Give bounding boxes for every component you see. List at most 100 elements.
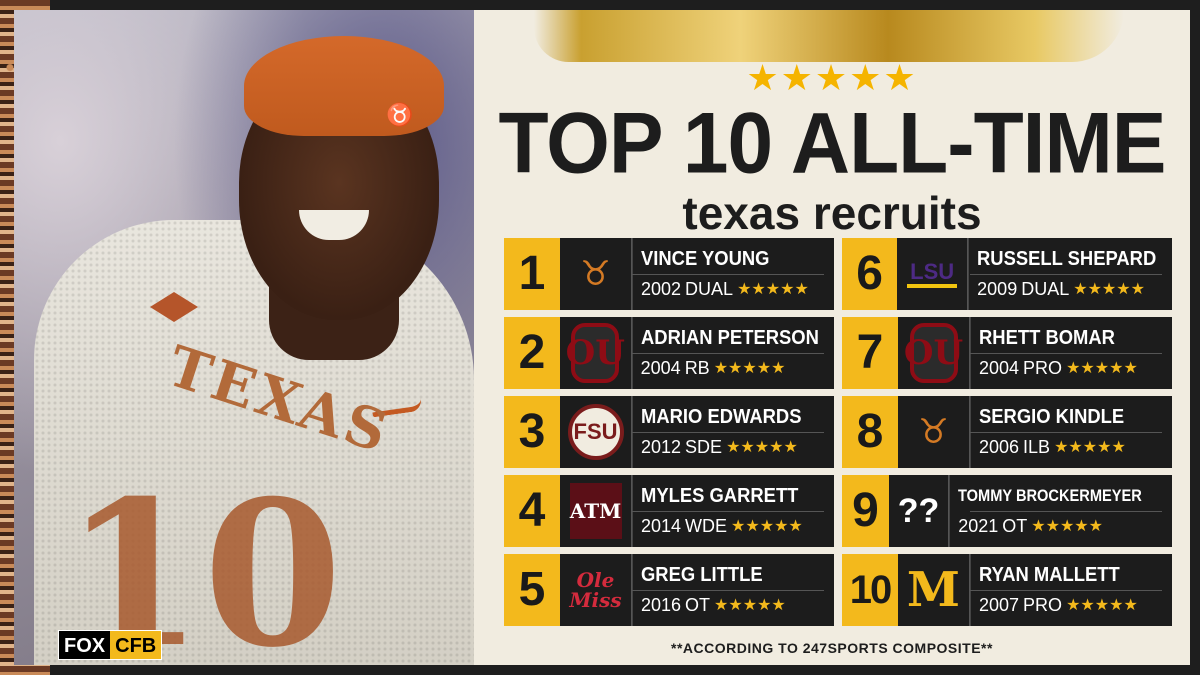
oklahoma-ou-icon: OU	[904, 323, 963, 383]
recruit-detail: 2012 SDE ★★★★★	[641, 436, 834, 458]
texas-am-icon: ATM	[569, 483, 622, 539]
recruit-stars: ★★★★★	[1054, 437, 1126, 456]
recruit-year: 2021	[958, 516, 999, 536]
divider	[632, 511, 824, 512]
rank-number: 6	[842, 238, 898, 310]
recruit-year: 2002	[641, 279, 682, 299]
graphic-title: TOP 10 ALL-TIME	[498, 95, 1167, 192]
divider	[632, 274, 824, 275]
recruit-stars: ★★★★★	[714, 595, 786, 614]
recruit-name: GREG LITTLE	[641, 564, 763, 586]
recruit-year: 2016	[641, 595, 682, 615]
question-marks-icon: ??	[897, 491, 940, 530]
gold-brush-stroke	[534, 10, 1124, 62]
divider	[970, 511, 1162, 512]
school-logo: M	[898, 554, 970, 626]
divider	[632, 432, 824, 433]
school-logo: FSU	[560, 396, 632, 468]
cfb-logo-text: CFB	[110, 631, 162, 659]
rank-number: 5	[504, 554, 560, 626]
rank-number: 1	[504, 238, 560, 310]
graphic-subtitle: texas recruits	[682, 187, 982, 239]
school-logo: LSU	[897, 238, 969, 310]
rank-number: 8	[842, 396, 898, 468]
recruit-stars: ★★★★★	[1066, 358, 1138, 377]
recruit-year: 2012	[641, 437, 682, 457]
recruit-entry-4: 4 ATM MYLES GARRETT 2014 WDE ★★★★★	[504, 475, 834, 547]
recruit-stars: ★★★★★	[1066, 595, 1138, 614]
recruit-info: RHETT BOMAR 2004 PRO ★★★★★	[970, 317, 1172, 389]
rank-number: 7	[842, 317, 898, 389]
recruit-position: WDE	[685, 516, 728, 536]
recruit-name: RHETT BOMAR	[979, 327, 1115, 349]
rankings-panel: ★★★★★ TOP 10 ALL-TIME texas recruits 1 ♉…	[474, 10, 1190, 665]
recruit-position: DUAL	[685, 279, 734, 299]
recruit-stars: ★★★★★	[737, 279, 809, 298]
recruit-info: GREG LITTLE 2016 OT ★★★★★	[632, 554, 834, 626]
player-photo: ♉ TEXAS 10	[14, 10, 474, 665]
rankings-column-left: 1 ♉ VINCE YOUNG 2002 DUAL ★★★★★ 2 OU ADR…	[504, 238, 834, 633]
oklahoma-ou-icon: OU	[566, 323, 625, 383]
recruit-entry-6: 6 LSU RUSSELL SHEPARD 2009 DUAL ★★★★★	[842, 238, 1172, 310]
texas-longhorn-icon: ♉	[918, 412, 949, 452]
header-stars: ★★★★★	[746, 58, 918, 99]
rank-number: 2	[504, 317, 560, 389]
rank-number: 4	[504, 475, 560, 547]
divider	[970, 353, 1162, 354]
recruit-entry-7: 7 OU RHETT BOMAR 2004 PRO ★★★★★	[842, 317, 1172, 389]
recruit-year: 2009	[977, 279, 1018, 299]
source-footnote: **ACCORDING TO 247SPORTS COMPOSITE**	[671, 640, 993, 656]
recruit-detail: 2007 PRO ★★★★★	[979, 594, 1172, 616]
recruit-entry-10: 10 M RYAN MALLETT 2007 PRO ★★★★★	[842, 554, 1172, 626]
recruit-info: TOMMY BROCKERMEYER 2021 OT ★★★★★	[949, 475, 1172, 547]
recruit-stars: ★★★★★	[1073, 279, 1145, 298]
fox-logo-text: FOX	[59, 631, 111, 659]
divider	[632, 590, 824, 591]
recruit-detail: 2021 OT ★★★★★	[958, 515, 1172, 537]
recruit-info: MARIO EDWARDS 2012 SDE ★★★★★	[632, 396, 834, 468]
school-logo: OU	[560, 317, 632, 389]
michigan-block-m-icon: M	[906, 562, 961, 618]
rank-number: 10	[842, 554, 898, 626]
school-logo: ♉	[560, 238, 632, 310]
recruit-name: ADRIAN PETERSON	[640, 327, 819, 349]
ole-miss-icon: Ole Miss	[569, 568, 622, 612]
recruit-year: 2014	[641, 516, 682, 536]
school-logo: ATM	[560, 475, 632, 547]
recruit-info: MYLES GARRETT 2014 WDE ★★★★★	[632, 475, 834, 547]
recruit-entry-3: 3 FSU MARIO EDWARDS 2012 SDE ★★★★★	[504, 396, 834, 468]
recruit-position: RB	[684, 358, 710, 378]
recruit-stars: ★★★★★	[713, 358, 786, 377]
recruit-position: ILB	[1023, 437, 1051, 457]
recruit-position: SDE	[685, 437, 723, 457]
recruit-year: 2007	[979, 595, 1020, 615]
recruit-position: PRO	[1023, 358, 1063, 378]
recruit-position: OT	[685, 595, 711, 615]
recruit-detail: 2002 DUAL ★★★★★	[641, 278, 834, 300]
recruit-name: MARIO EDWARDS	[641, 406, 802, 428]
fox-cfb-logo: FOX CFB	[58, 630, 163, 660]
recruit-year: 2004	[640, 358, 681, 378]
recruit-detail: 2006 ILB ★★★★★	[979, 436, 1172, 458]
recruit-entry-5: 5 Ole Miss GREG LITTLE 2016 OT ★★★★★	[504, 554, 834, 626]
recruit-detail: 2009 DUAL ★★★★★	[977, 278, 1172, 300]
recruit-name: MYLES GARRETT	[641, 485, 799, 507]
recruit-stars: ★★★★★	[731, 516, 803, 535]
school-logo: Ole Miss	[560, 554, 632, 626]
recruit-detail: 2016 OT ★★★★★	[641, 594, 834, 616]
divider	[970, 590, 1162, 591]
recruit-entry-8: 8 ♉ SERGIO KINDLE 2006 ILB ★★★★★	[842, 396, 1172, 468]
recruit-entry-2: 2 OU ADRIAN PETERSON 2004 RB ★★★★★	[504, 317, 834, 389]
recruit-name: VINCE YOUNG	[641, 248, 770, 270]
recruit-name: TOMMY BROCKERMEYER	[958, 486, 1143, 505]
recruit-name: RYAN MALLETT	[979, 564, 1120, 586]
recruit-info: VINCE YOUNG 2002 DUAL ★★★★★	[632, 238, 834, 310]
school-logo: ??	[889, 475, 950, 547]
recruit-info: RUSSELL SHEPARD 2009 DUAL ★★★★★	[968, 238, 1172, 310]
headband-longhorn-icon: ♉	[386, 102, 414, 127]
rank-number: 9	[842, 475, 889, 547]
divider	[632, 353, 824, 354]
recruit-detail: 2014 WDE ★★★★★	[641, 515, 834, 537]
texas-longhorn-icon: ♉	[580, 254, 611, 294]
recruit-position: DUAL	[1021, 279, 1070, 299]
